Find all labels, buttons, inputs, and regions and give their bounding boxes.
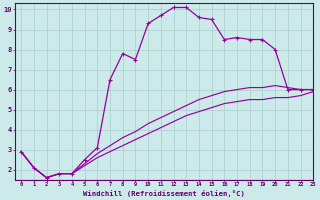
X-axis label: Windchill (Refroidissement éolien,°C): Windchill (Refroidissement éolien,°C) <box>83 190 245 197</box>
